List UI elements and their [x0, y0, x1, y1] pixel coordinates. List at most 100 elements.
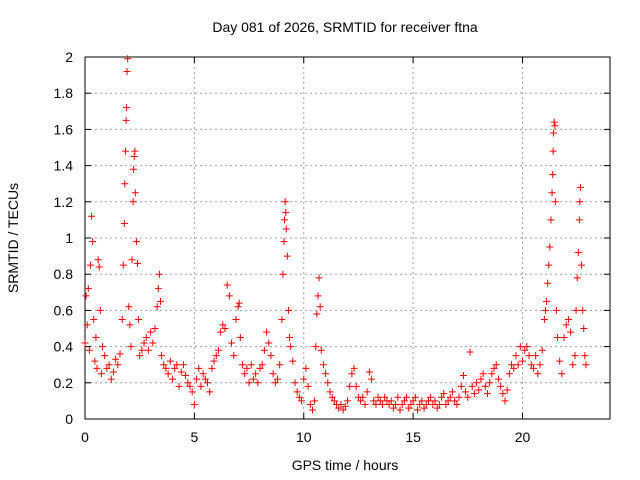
data-point — [274, 375, 281, 383]
data-point — [429, 401, 437, 409]
data-point — [466, 348, 474, 356]
data-point — [182, 372, 190, 380]
data-point — [114, 361, 122, 369]
data-point — [195, 364, 203, 372]
data-point — [282, 209, 290, 217]
data-point — [95, 263, 103, 271]
data-point — [188, 388, 196, 396]
data-point — [147, 328, 155, 336]
data-point — [575, 216, 583, 224]
data-point — [219, 321, 227, 329]
data-point — [101, 352, 109, 360]
data-point — [444, 397, 452, 405]
data-point — [558, 370, 566, 378]
data-point — [278, 315, 286, 323]
x-tick-label: 5 — [190, 429, 198, 445]
data-point — [510, 364, 518, 372]
data-point — [230, 352, 238, 360]
data-point — [136, 352, 144, 360]
data-point — [335, 404, 343, 412]
data-point — [286, 334, 294, 342]
data-point — [519, 357, 526, 365]
data-point — [550, 118, 558, 126]
data-point — [127, 343, 135, 351]
data-point — [560, 334, 568, 342]
data-point — [435, 401, 443, 409]
data-point — [221, 325, 229, 332]
data-point — [379, 401, 386, 409]
data-point — [179, 361, 187, 369]
data-point — [130, 153, 138, 161]
data-point — [486, 379, 494, 387]
data-point — [420, 404, 428, 412]
data-point — [118, 315, 126, 323]
data-point — [128, 256, 136, 264]
data-point — [538, 346, 546, 354]
data-point — [548, 189, 556, 197]
data-point — [492, 361, 500, 369]
data-point — [85, 346, 93, 354]
data-point — [311, 397, 319, 405]
data-point — [416, 401, 424, 409]
data-point — [245, 379, 253, 387]
data-point — [403, 393, 411, 401]
data-point — [96, 306, 104, 314]
data-point — [527, 361, 535, 369]
data-point — [284, 306, 292, 314]
data-point — [84, 285, 92, 293]
data-point — [552, 306, 560, 314]
data-point — [551, 198, 559, 206]
data-point — [578, 261, 586, 269]
y-tick-label: 1.4 — [54, 158, 74, 174]
data-point — [124, 55, 132, 63]
data-point — [473, 379, 481, 387]
data-point — [164, 370, 172, 378]
data-point — [339, 406, 347, 414]
data-point — [83, 321, 91, 329]
data-point — [282, 225, 290, 233]
data-point — [138, 346, 146, 354]
data-point — [208, 364, 216, 372]
data-point — [210, 357, 218, 365]
data-point — [206, 388, 214, 396]
data-point — [281, 198, 289, 206]
data-point — [470, 390, 478, 398]
x-tick-label: 15 — [405, 429, 421, 445]
data-point — [484, 390, 491, 398]
data-point — [523, 343, 531, 351]
data-point — [121, 147, 129, 155]
data-point — [289, 357, 297, 365]
data-point — [140, 339, 148, 347]
data-point — [300, 375, 308, 383]
data-point — [514, 361, 522, 369]
data-point — [154, 285, 162, 293]
data-point — [525, 352, 533, 360]
data-point — [475, 386, 483, 394]
data-point — [142, 334, 150, 342]
data-point — [534, 370, 542, 378]
data-point — [315, 274, 323, 282]
data-point — [214, 346, 222, 354]
data-point — [505, 370, 513, 378]
data-point — [540, 315, 548, 323]
data-point — [541, 306, 549, 314]
data-point — [546, 243, 554, 251]
data-point — [424, 397, 432, 405]
data-point — [234, 303, 242, 311]
data-point — [324, 379, 332, 387]
data-point — [396, 406, 404, 414]
data-point — [459, 372, 467, 380]
data-point — [359, 393, 367, 401]
data-point — [368, 375, 376, 383]
chart-title: Day 081 of 2026, SRMTID for receiver ftn… — [212, 19, 478, 35]
data-point — [314, 292, 322, 300]
data-point — [516, 343, 524, 351]
data-point — [144, 346, 152, 354]
data-point — [131, 189, 139, 197]
data-point — [156, 297, 164, 305]
data-point — [567, 328, 575, 336]
data-point — [155, 270, 163, 278]
data-point — [295, 393, 303, 401]
data-point — [398, 401, 406, 409]
